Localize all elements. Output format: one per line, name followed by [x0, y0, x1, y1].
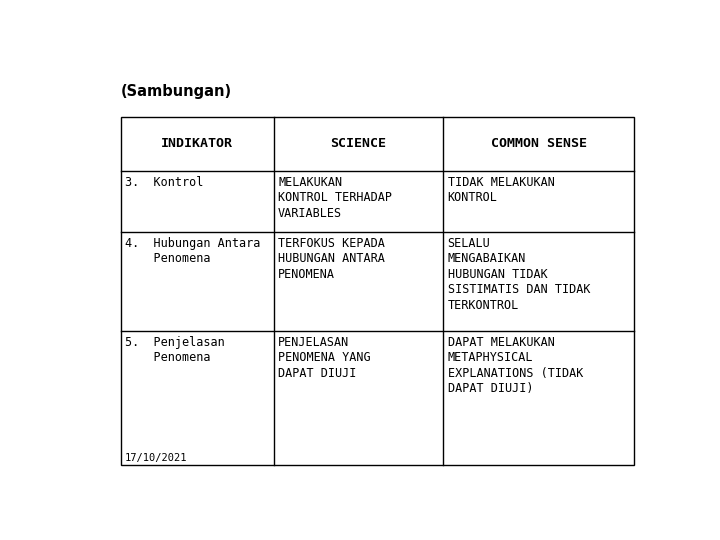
Text: DAPAT MELAKUKAN
METAPHYSICAL
EXPLANATIONS (TIDAK
DAPAT DIUJI): DAPAT MELAKUKAN METAPHYSICAL EXPLANATION… — [448, 336, 583, 395]
Bar — [121, 117, 634, 465]
Text: 17/10/2021: 17/10/2021 — [125, 453, 188, 463]
Text: MELAKUKAN
KONTROL TERHADAP
VARIABLES: MELAKUKAN KONTROL TERHADAP VARIABLES — [278, 176, 392, 220]
Text: TERFOKUS KEPADA
HUBUNGAN ANTARA
PENOMENA: TERFOKUS KEPADA HUBUNGAN ANTARA PENOMENA — [278, 237, 385, 281]
Text: 4.  Hubungan Antara
    Penomena: 4. Hubungan Antara Penomena — [125, 237, 261, 265]
Text: SCIENCE: SCIENCE — [330, 137, 387, 150]
Text: TIDAK MELAKUKAN
KONTROL: TIDAK MELAKUKAN KONTROL — [448, 176, 554, 204]
Text: 3.  Kontrol: 3. Kontrol — [125, 176, 204, 188]
Text: PENJELASAN
PENOMENA YANG
DAPAT DIUJI: PENJELASAN PENOMENA YANG DAPAT DIUJI — [278, 336, 371, 380]
Text: (Sambungan): (Sambungan) — [121, 84, 232, 98]
Text: COMMON SENSE: COMMON SENSE — [490, 137, 587, 150]
Text: SELALU
MENGABAIKAN
HUBUNGAN TIDAK
SISTIMATIS DAN TIDAK
TERKONTROL: SELALU MENGABAIKAN HUBUNGAN TIDAK SISTIM… — [448, 237, 590, 312]
Text: INDIKATOR: INDIKATOR — [161, 137, 233, 150]
Text: 5.  Penjelasan
    Penomena: 5. Penjelasan Penomena — [125, 336, 225, 364]
